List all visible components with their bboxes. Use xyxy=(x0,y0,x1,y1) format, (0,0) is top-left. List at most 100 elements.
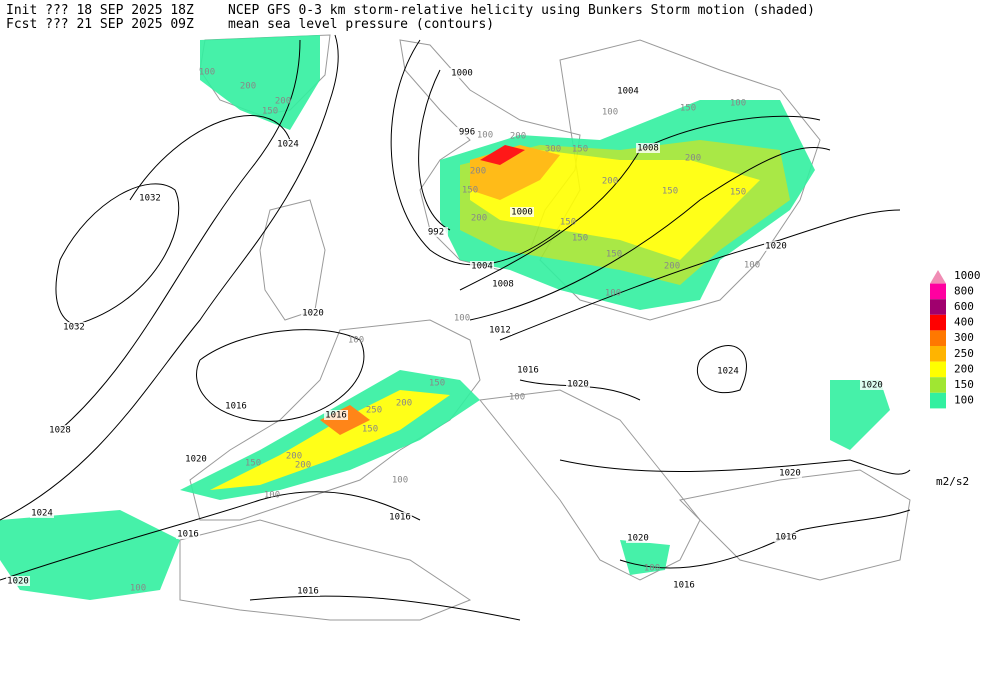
helicity-label: 150 xyxy=(680,104,696,114)
legend-swatch xyxy=(930,346,946,362)
helicity-label: 100 xyxy=(730,99,746,109)
helicity-label: 100 xyxy=(744,261,760,271)
legend-unit: m2/s2 xyxy=(936,475,969,488)
helicity-label: 150 xyxy=(245,459,261,469)
helicity-label: 100 xyxy=(605,289,621,299)
pressure-label: 1016 xyxy=(517,366,539,376)
helicity-label: 150 xyxy=(572,145,588,155)
label-bg xyxy=(388,512,412,522)
label-bg xyxy=(616,86,640,96)
helicity-label: 200 xyxy=(295,461,311,471)
label-bg xyxy=(566,379,590,389)
helicity-label: 150 xyxy=(560,218,576,228)
helicity-label: 100 xyxy=(392,476,408,486)
helicity-label: 250 xyxy=(366,406,382,416)
init-time: Init ??? 18 SEP 2025 18Z xyxy=(6,3,194,18)
helicity-label: 200 xyxy=(470,167,486,177)
pressure-label: 1020 xyxy=(779,469,801,479)
label-bg xyxy=(491,279,515,289)
helicity-label: 200 xyxy=(275,97,291,107)
helicity-label: 150 xyxy=(606,250,622,260)
coastlines xyxy=(179,34,911,621)
helicity-label: 150 xyxy=(572,234,588,244)
label-bg xyxy=(636,143,660,153)
legend-label: 400 xyxy=(954,316,974,329)
pressure-label: 1028 xyxy=(49,426,71,436)
forecast-time: Fcst ??? 21 SEP 2025 09Z xyxy=(6,17,194,32)
field-title: NCEP GFS 0-3 km storm-relative helicity … xyxy=(228,3,815,18)
helicity-label: 200 xyxy=(602,177,618,187)
pressure-label: 1000 xyxy=(511,208,533,218)
pressure-label: 1032 xyxy=(139,194,161,204)
pressure-label: 1004 xyxy=(617,87,639,97)
label-bg xyxy=(626,533,650,543)
pressure-label: 1032 xyxy=(63,323,85,333)
legend-label: 600 xyxy=(954,300,974,313)
pressure-label: 1012 xyxy=(489,326,511,336)
pressure-label: 1024 xyxy=(277,140,299,150)
legend-triangle xyxy=(930,270,946,284)
pressure-label: 1024 xyxy=(717,367,739,377)
helicity-label: 300 xyxy=(545,145,561,155)
legend-swatch xyxy=(930,330,946,346)
pressure-label: 1016 xyxy=(673,581,695,591)
label-bg xyxy=(516,365,540,375)
pressure-label: 1016 xyxy=(225,402,247,412)
pressure-label: 1016 xyxy=(177,530,199,540)
label-bg xyxy=(672,580,696,590)
pressure-label: 992 xyxy=(428,228,444,238)
pressure-label: 1008 xyxy=(492,280,514,290)
label-bg xyxy=(860,380,884,390)
legend-swatch xyxy=(930,283,946,300)
helicity-label: 100 xyxy=(264,491,280,501)
pressure-label: 1020 xyxy=(765,242,787,252)
isobars xyxy=(0,34,911,621)
label-bg xyxy=(470,261,494,271)
pressure-label: 1016 xyxy=(775,533,797,543)
label-bg xyxy=(176,529,200,539)
helicity-label: 150 xyxy=(429,379,445,389)
helicity-label: 100 xyxy=(199,68,215,78)
label-bg xyxy=(296,586,320,596)
label-bg xyxy=(224,401,248,411)
label-bg xyxy=(301,308,325,318)
legend-label: 100 xyxy=(954,394,974,407)
label-bg xyxy=(276,139,300,149)
helicity-label: 100 xyxy=(454,314,470,324)
pressure-label: 1008 xyxy=(637,144,659,154)
label-bg xyxy=(6,576,30,586)
helicity-label: 200 xyxy=(240,82,256,92)
field-subtitle: mean sea level pressure (contours) xyxy=(228,17,494,32)
pressure-label: 1000 xyxy=(451,69,473,79)
pressure-label: 996 xyxy=(459,128,475,138)
helicity-label: 150 xyxy=(730,188,746,198)
helicity-shading xyxy=(0,35,890,600)
pressure-label: 1016 xyxy=(325,411,347,421)
helicity-label: 200 xyxy=(471,214,487,224)
pressure-label: 1020 xyxy=(567,380,589,390)
helicity-label: 200 xyxy=(664,262,680,272)
helicity-label: 150 xyxy=(462,186,478,196)
pressure-label: 1020 xyxy=(185,455,207,465)
pressure-label: 1024 xyxy=(31,509,53,519)
label-bg xyxy=(62,322,86,332)
legend-label: 300 xyxy=(954,331,974,344)
helicity-label: 100 xyxy=(644,564,660,574)
label-bg xyxy=(324,410,348,420)
pressure-label: 1020 xyxy=(7,577,29,587)
helicity-label: 100 xyxy=(348,336,364,346)
label-bg xyxy=(716,366,740,376)
helicity-label: 100 xyxy=(602,108,618,118)
label-bg xyxy=(48,425,72,435)
helicity-label: 200 xyxy=(286,452,302,462)
legend-label: 250 xyxy=(954,347,974,360)
legend-swatch xyxy=(930,361,946,378)
legend-label: 200 xyxy=(954,362,974,375)
legend-label: 800 xyxy=(954,284,974,297)
label-bg xyxy=(184,454,208,464)
legend-swatch xyxy=(930,392,946,409)
legend-swatch xyxy=(930,377,946,393)
legend-swatch xyxy=(930,299,946,315)
pressure-label: 1020 xyxy=(861,381,883,391)
label-bg xyxy=(450,68,474,78)
